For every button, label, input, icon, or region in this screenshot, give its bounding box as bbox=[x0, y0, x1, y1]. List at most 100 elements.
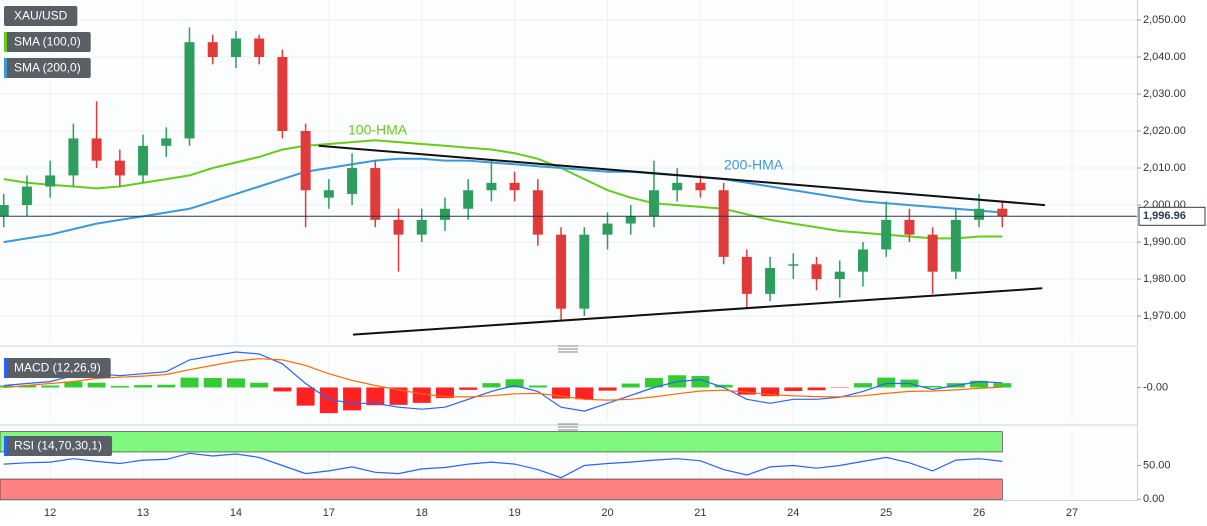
histogram-bar bbox=[691, 376, 710, 388]
histogram-bar bbox=[575, 387, 594, 400]
histogram-bar bbox=[157, 384, 176, 388]
y-tick-label: 2,050.00 bbox=[1143, 14, 1186, 26]
candle-body bbox=[138, 145, 149, 176]
candle-body bbox=[927, 234, 938, 272]
moving-average-line bbox=[3, 157, 1003, 244]
x-tick-label: 26 bbox=[973, 507, 985, 519]
candle-body bbox=[91, 138, 102, 161]
candle-body bbox=[602, 223, 613, 235]
candle-body bbox=[439, 208, 450, 220]
candle-body bbox=[834, 271, 845, 280]
histogram-bar bbox=[621, 383, 640, 388]
candle-body bbox=[230, 38, 241, 57]
y-tick-label: -0.00 bbox=[1143, 381, 1168, 393]
histogram-bar bbox=[41, 385, 60, 388]
candle-body bbox=[486, 182, 497, 191]
histogram-bar bbox=[226, 378, 245, 388]
y-tick-label: 2,010.00 bbox=[1143, 162, 1186, 174]
histogram-bar bbox=[87, 382, 106, 388]
histogram-bar bbox=[17, 385, 36, 388]
x-tick-label: 25 bbox=[880, 507, 892, 519]
legend-label: SMA (200,0) bbox=[14, 61, 81, 75]
y-tick-label: 0.00 bbox=[1143, 493, 1164, 505]
candle-body bbox=[788, 264, 799, 266]
x-tick-label: 24 bbox=[787, 507, 799, 519]
y-tick-label: 2,030.00 bbox=[1143, 88, 1186, 100]
legend-swatch bbox=[4, 436, 7, 456]
candle-body bbox=[0, 205, 9, 217]
histogram-bar bbox=[714, 384, 733, 388]
candle-body bbox=[857, 249, 868, 272]
histogram-bar bbox=[389, 387, 408, 405]
rsi-band bbox=[0, 478, 1003, 500]
candle-body bbox=[509, 182, 520, 191]
histogram-bar bbox=[598, 387, 617, 391]
histogram-bar bbox=[784, 387, 803, 392]
histogram-bar bbox=[877, 377, 896, 388]
candle-body bbox=[997, 208, 1008, 217]
histogram-bar bbox=[296, 387, 315, 406]
histogram-bar bbox=[644, 378, 663, 388]
candle-body bbox=[161, 138, 172, 146]
indicator-line bbox=[3, 351, 1003, 412]
candle-body bbox=[974, 208, 985, 220]
candle-body bbox=[416, 219, 427, 235]
candle-body bbox=[904, 219, 915, 235]
candle-body bbox=[277, 57, 288, 132]
legend-label: MACD (12,26,9) bbox=[14, 361, 101, 375]
candle-body bbox=[254, 38, 265, 57]
x-tick-label: 21 bbox=[694, 507, 706, 519]
annotation: 100-HMA bbox=[348, 122, 408, 138]
histogram-bar bbox=[923, 385, 942, 388]
x-tick-label: 20 bbox=[601, 507, 613, 519]
legend-swatch bbox=[4, 32, 7, 52]
histogram-bar bbox=[853, 383, 872, 388]
trendline bbox=[318, 144, 1046, 207]
indicator-line bbox=[3, 452, 1003, 479]
legend-label: XAU/USD bbox=[14, 9, 68, 23]
histogram-bar bbox=[110, 385, 129, 388]
candle-body bbox=[114, 160, 125, 176]
x-tick-label: 13 bbox=[137, 507, 149, 519]
histogram-bar bbox=[993, 383, 1012, 388]
rsi-band bbox=[0, 431, 1003, 453]
last-price-label: 1,996.96 bbox=[1143, 210, 1186, 222]
moving-average-line bbox=[3, 139, 1003, 240]
last-price-box bbox=[1138, 206, 1206, 226]
x-tick-label: 27 bbox=[1066, 507, 1078, 519]
candle-body bbox=[579, 234, 590, 309]
legend-label: SMA (100,0) bbox=[14, 35, 81, 49]
legend-swatch bbox=[4, 58, 7, 78]
candle-body bbox=[765, 267, 776, 294]
histogram-bar bbox=[482, 383, 501, 388]
resize-handle[interactable] bbox=[558, 423, 578, 431]
resize-handle[interactable] bbox=[558, 345, 578, 353]
histogram-bar bbox=[203, 378, 222, 388]
candle-body bbox=[718, 190, 729, 257]
x-tick-label: 19 bbox=[508, 507, 520, 519]
candle-body bbox=[21, 186, 32, 206]
candle-body bbox=[695, 182, 706, 191]
legend-box bbox=[4, 6, 78, 26]
y-tick-label: 2,020.00 bbox=[1143, 125, 1186, 137]
histogram-bar bbox=[807, 387, 826, 391]
histogram-bar bbox=[134, 385, 153, 388]
histogram-bar bbox=[250, 382, 269, 388]
candle-body bbox=[323, 190, 334, 198]
histogram-bar bbox=[412, 387, 431, 403]
candle-body bbox=[370, 168, 381, 220]
legend-box bbox=[4, 358, 111, 378]
trendline bbox=[352, 287, 1043, 336]
candle-body bbox=[672, 182, 683, 191]
legend-box bbox=[4, 32, 91, 52]
legend-box bbox=[4, 58, 91, 78]
candle-body bbox=[881, 219, 892, 250]
legend-swatch bbox=[4, 358, 7, 378]
histogram-bar bbox=[180, 377, 199, 388]
candle-body bbox=[184, 42, 195, 139]
candle-body bbox=[741, 256, 752, 294]
candle-body bbox=[625, 216, 636, 224]
histogram-bar bbox=[319, 387, 338, 414]
candle-body bbox=[950, 219, 961, 272]
